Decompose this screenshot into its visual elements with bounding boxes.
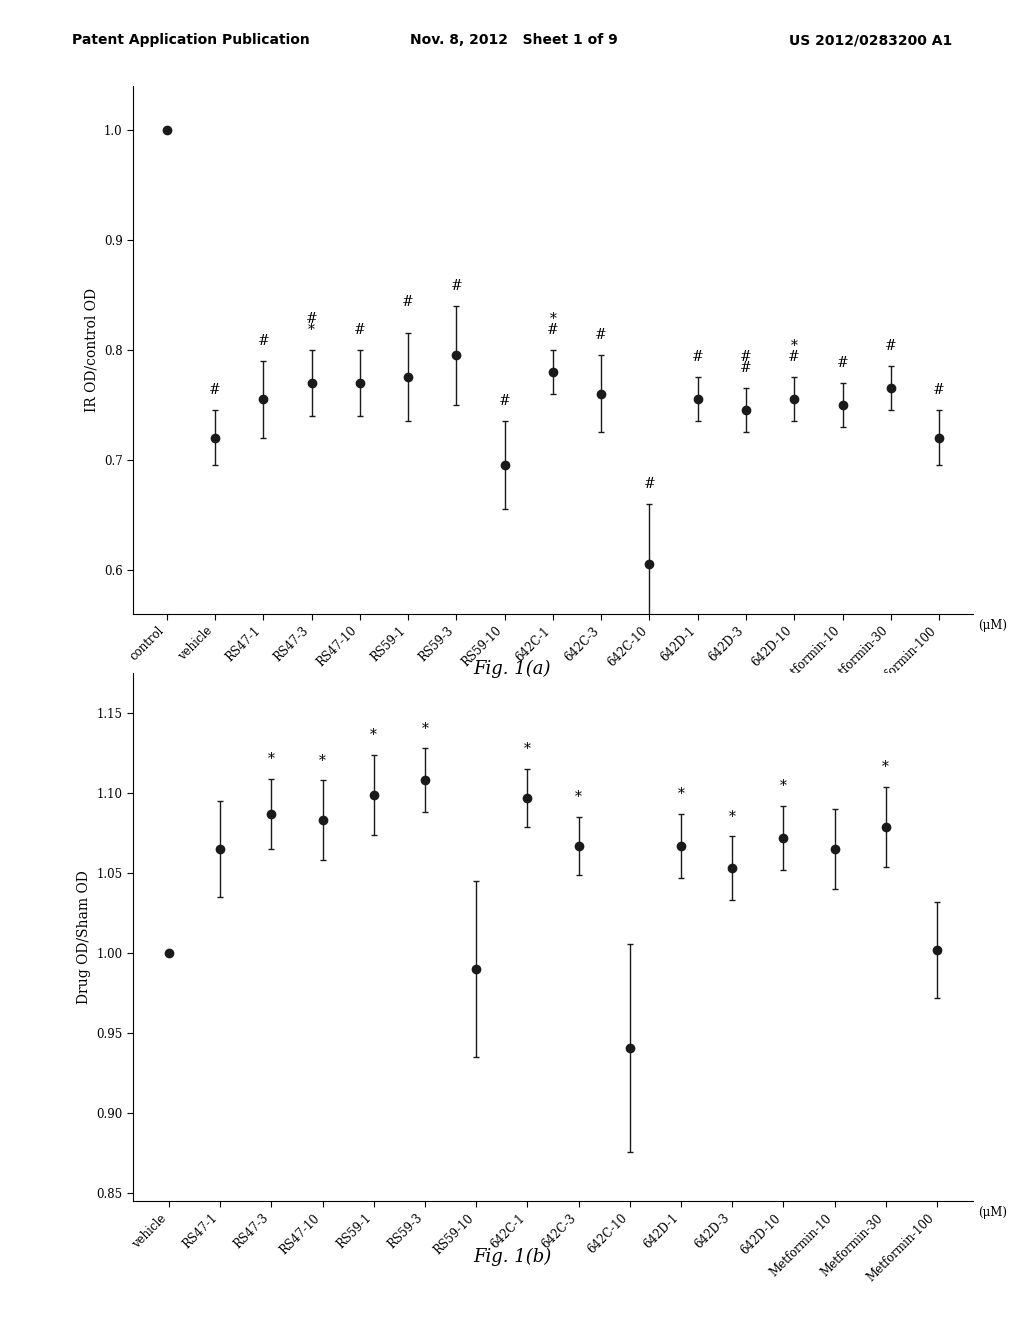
Text: #: #: [402, 296, 414, 309]
Text: #: #: [692, 350, 703, 364]
Text: *: *: [319, 754, 326, 768]
Text: #: #: [547, 322, 559, 337]
Text: *: *: [422, 722, 428, 735]
Text: #: #: [644, 477, 655, 491]
Text: Fig. 1(a): Fig. 1(a): [473, 660, 551, 678]
Text: (μM): (μM): [978, 619, 1007, 632]
Text: *: *: [575, 791, 582, 804]
Text: *: *: [371, 729, 377, 742]
Text: #: #: [885, 339, 897, 354]
Text: #: #: [451, 279, 462, 293]
Text: *: *: [780, 779, 786, 793]
Text: *: *: [729, 809, 735, 824]
Text: #: #: [740, 350, 752, 364]
Text: (μM): (μM): [978, 1206, 1007, 1220]
Text: *: *: [308, 322, 315, 337]
Y-axis label: Drug OD/Sham OD: Drug OD/Sham OD: [77, 870, 91, 1005]
Text: #: #: [595, 329, 607, 342]
Text: Patent Application Publication: Patent Application Publication: [72, 33, 309, 48]
Text: *: *: [883, 760, 889, 774]
Text: *: *: [524, 742, 530, 756]
Text: #: #: [788, 350, 800, 364]
Text: Nov. 8, 2012   Sheet 1 of 9: Nov. 8, 2012 Sheet 1 of 9: [410, 33, 617, 48]
Text: #: #: [837, 355, 848, 370]
Text: US 2012/0283200 A1: US 2012/0283200 A1: [790, 33, 952, 48]
Text: #: #: [354, 322, 366, 337]
Text: #: #: [209, 383, 221, 397]
Text: *: *: [550, 312, 556, 326]
Text: #: #: [499, 395, 511, 408]
Text: #: #: [258, 334, 269, 347]
Text: #: #: [740, 362, 752, 375]
Y-axis label: IR OD/control OD: IR OD/control OD: [84, 288, 98, 412]
Text: *: *: [791, 339, 798, 354]
Text: Fig. 1(b): Fig. 1(b): [473, 1247, 551, 1266]
Text: *: *: [268, 752, 274, 766]
Text: *: *: [678, 787, 684, 801]
Text: #: #: [306, 312, 317, 326]
Text: #: #: [933, 383, 945, 397]
